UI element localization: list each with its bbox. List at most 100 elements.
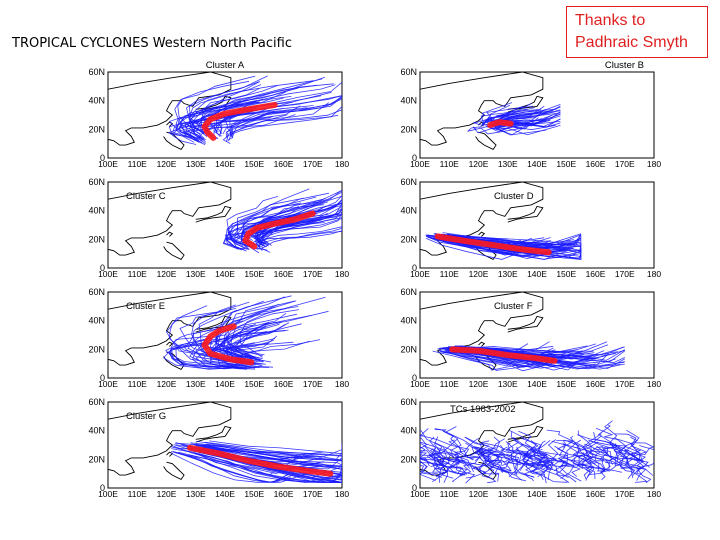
lat-tick-label: 40N [88, 206, 105, 216]
cyclone-track [562, 442, 592, 467]
credit-line-2: Padhraic Smyth [575, 34, 688, 51]
cyclone-track [168, 343, 233, 368]
cyclone-track [222, 114, 339, 144]
cyclone-track [593, 431, 631, 466]
map-panel: 0 20N 40N 60N 100E 110E 120E 130E 140E 150E 160E 17… [88, 177, 349, 279]
cyclone-track [434, 436, 460, 465]
cyclone-track [479, 102, 513, 121]
lon-tick-label: 130E [186, 379, 206, 389]
lat-tick-label: 40N [88, 316, 105, 326]
map-panel: 0 20N 40N 60N 100E 110E 120E 130E 140E 150E 160E 17… [88, 60, 349, 169]
cyclone-track [488, 126, 547, 136]
cyclone-track [226, 196, 279, 244]
cyclone-track [447, 341, 550, 353]
coastline [108, 402, 232, 476]
cyclone-track [442, 232, 582, 245]
cyclone-track [239, 296, 326, 358]
cyclone-track [572, 454, 596, 480]
map-panel: 0 20N 40N 60N 100E 110E 120E 130E 140E 150E 160E 17… [88, 397, 349, 499]
lon-tick-label: 170E [303, 159, 323, 169]
map-plot-area [108, 182, 342, 260]
lon-tick-label: 180 [647, 159, 661, 169]
lon-tick-label: 180 [647, 379, 661, 389]
cyclone-track [236, 188, 310, 244]
cyclone-track [513, 436, 553, 481]
cyclone-track [222, 313, 297, 362]
lon-tick-label: 120E [469, 379, 489, 389]
lon-tick-label: 140E [527, 489, 547, 499]
panel-title: Cluster B [605, 60, 644, 71]
lat-tick-label: 60N [88, 287, 105, 297]
lon-tick-label: 110E [128, 269, 148, 279]
lon-tick-label: 120E [157, 379, 177, 389]
cyclone-track [449, 452, 507, 473]
cyclone-track [486, 125, 512, 133]
lon-tick-label: 160E [586, 269, 606, 279]
lon-tick-label: 180 [647, 269, 661, 279]
lon-tick-label: 100E [410, 269, 430, 279]
lat-tick-label: 20N [88, 344, 105, 354]
cyclone-track [608, 437, 627, 472]
lon-tick-label: 150E [244, 159, 264, 169]
cyclone-track [225, 95, 342, 138]
coastline [507, 425, 544, 443]
cyclone-track [534, 449, 575, 479]
lat-tick-label: 20N [88, 454, 105, 464]
cyclone-track [508, 440, 539, 478]
map-panel: 0 20N 40N 60N 100E 110E 120E 130E 140E 150E 160E 17… [88, 287, 349, 389]
cyclone-track [597, 424, 643, 461]
credit-box: Thanks to Padhraic Smyth [566, 6, 708, 58]
coastline [475, 461, 497, 480]
cyclone-track [435, 239, 581, 260]
coastline [195, 425, 232, 443]
cyclone-track [230, 95, 342, 138]
cyclone-track [471, 446, 502, 467]
coastline [163, 461, 185, 480]
coastline [108, 72, 232, 146]
lon-tick-label: 120E [157, 489, 177, 499]
cyclone-track [460, 344, 609, 353]
cyclone-track [188, 114, 288, 145]
cyclone-track [432, 350, 532, 371]
cyclone-track [166, 310, 233, 362]
coastline [420, 72, 544, 146]
cyclone-track [189, 87, 260, 135]
lon-tick-label: 120E [469, 489, 489, 499]
coastline [166, 231, 174, 237]
panel-title: Cluster F [494, 301, 533, 312]
cyclone-track [518, 430, 548, 459]
lon-tick-label: 110E [440, 159, 460, 169]
cyclone-track [438, 349, 561, 368]
cyclone-track [177, 80, 250, 132]
cyclone-track [450, 439, 474, 472]
lon-tick-label: 100E [98, 379, 118, 389]
lon-tick-label: 180 [335, 379, 349, 389]
lon-tick-label: 150E [556, 159, 576, 169]
lon-tick-label: 180 [335, 159, 349, 169]
cyclone-track [228, 109, 342, 142]
cyclone-track [474, 451, 527, 482]
cyclone-track [221, 335, 278, 368]
cyclone-track [420, 441, 460, 463]
mean-track [242, 210, 316, 250]
lat-tick-label: 0 [100, 373, 105, 383]
lon-tick-label: 140E [215, 269, 235, 279]
lon-tick-label: 100E [98, 489, 118, 499]
lon-tick-label: 110E [128, 489, 148, 499]
cyclone-track [480, 104, 511, 124]
cyclone-track [503, 453, 519, 476]
credit-line-1: Thanks to [575, 12, 646, 29]
lat-tick-label: 0 [100, 483, 105, 493]
cyclone-track [428, 452, 449, 483]
lon-tick-label: 130E [186, 269, 206, 279]
lon-tick-label: 150E [244, 379, 264, 389]
cyclone-track [496, 110, 553, 121]
lon-tick-label: 160E [274, 489, 294, 499]
coastline [166, 451, 174, 457]
lon-tick-label: 140E [527, 379, 547, 389]
cyclone-track [438, 447, 451, 483]
mean-track [201, 101, 278, 141]
cyclone-track [420, 434, 440, 465]
lon-tick-label: 120E [469, 269, 489, 279]
map-panel: 0 20N 40N 60N 100E 110E 120E 130E 140E 150E 160E 17… [400, 287, 661, 389]
